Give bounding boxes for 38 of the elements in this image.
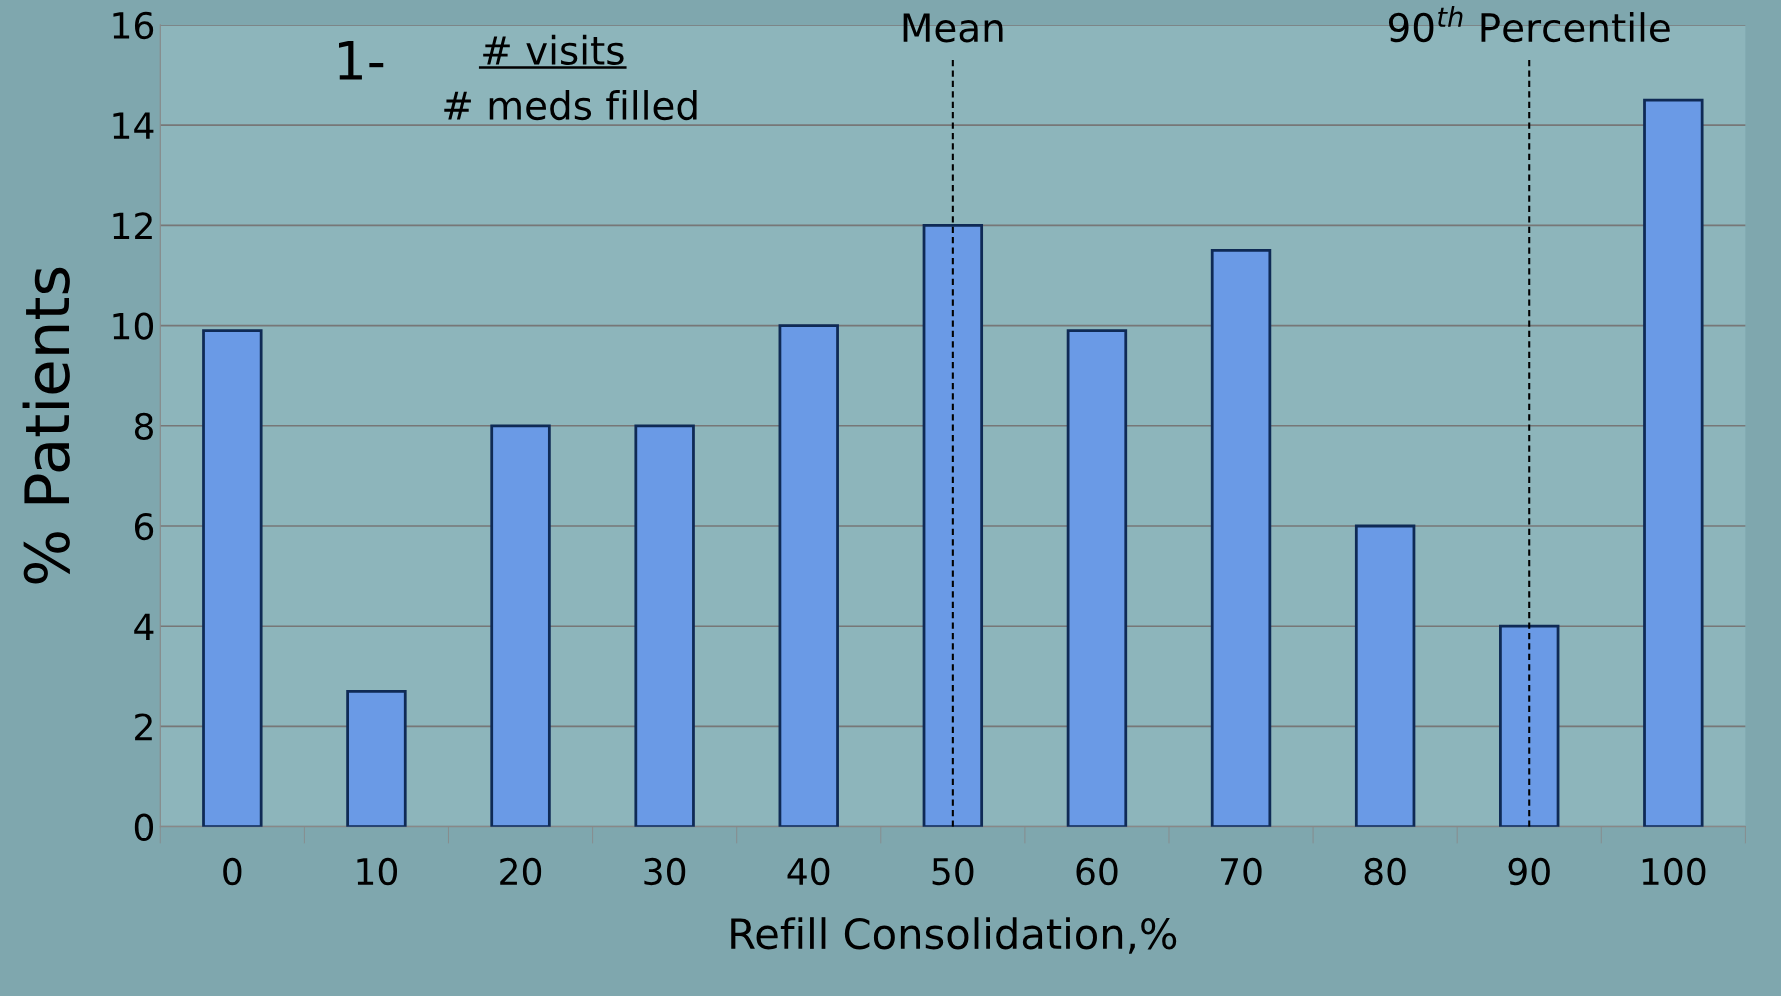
- x-axis-title: Refill Consolidation,%: [731, 917, 1177, 954]
- bar: [1210, 249, 1272, 827]
- x-tick-label: 100: [1642, 857, 1706, 886]
- bar: [490, 424, 551, 827]
- x-tick-label: 10: [357, 857, 398, 886]
- bar: [202, 329, 263, 827]
- bar: [1354, 524, 1416, 827]
- bar: [778, 324, 839, 827]
- y-tick-label: 8: [134, 412, 153, 441]
- bar: [1499, 624, 1560, 827]
- y-tick-label: 16: [113, 11, 154, 40]
- x-tick-label: 90: [1508, 857, 1550, 886]
- annotation: # visits: [483, 34, 624, 65]
- x-tick-label: 30: [644, 857, 686, 886]
- y-tick-label: 10: [113, 312, 154, 340]
- bar: [1643, 98, 1704, 827]
- bar: [634, 424, 695, 827]
- y-tick-label: 6: [134, 512, 154, 541]
- x-tick-label: 80: [1364, 857, 1406, 886]
- y-tick-label: 4: [134, 613, 154, 640]
- x-tick-label: 70: [1221, 857, 1262, 886]
- bar: [922, 223, 984, 827]
- x-tick-label: 50: [932, 857, 974, 886]
- y-tick-label: 14: [113, 112, 154, 139]
- bar: [346, 689, 407, 827]
- ref-line-label: 90$^{th}$ Percentile: [1388, 6, 1670, 43]
- annotation: 1-: [339, 41, 384, 80]
- x-tick-label: 40: [787, 857, 830, 886]
- x-tick-label: 0: [223, 857, 242, 886]
- annotation: # meds filled: [444, 90, 697, 121]
- y-axis-title: % Patients: [22, 267, 70, 584]
- x-tick-label: 20: [500, 857, 542, 886]
- bar: [1066, 329, 1128, 827]
- y-tick-label: 12: [113, 212, 152, 240]
- y-tick-label: 2: [135, 713, 152, 741]
- y-tick-label: 0: [134, 813, 154, 841]
- x-tick-label: 60: [1076, 857, 1118, 886]
- ref-line-label: Mean: [903, 13, 1003, 43]
